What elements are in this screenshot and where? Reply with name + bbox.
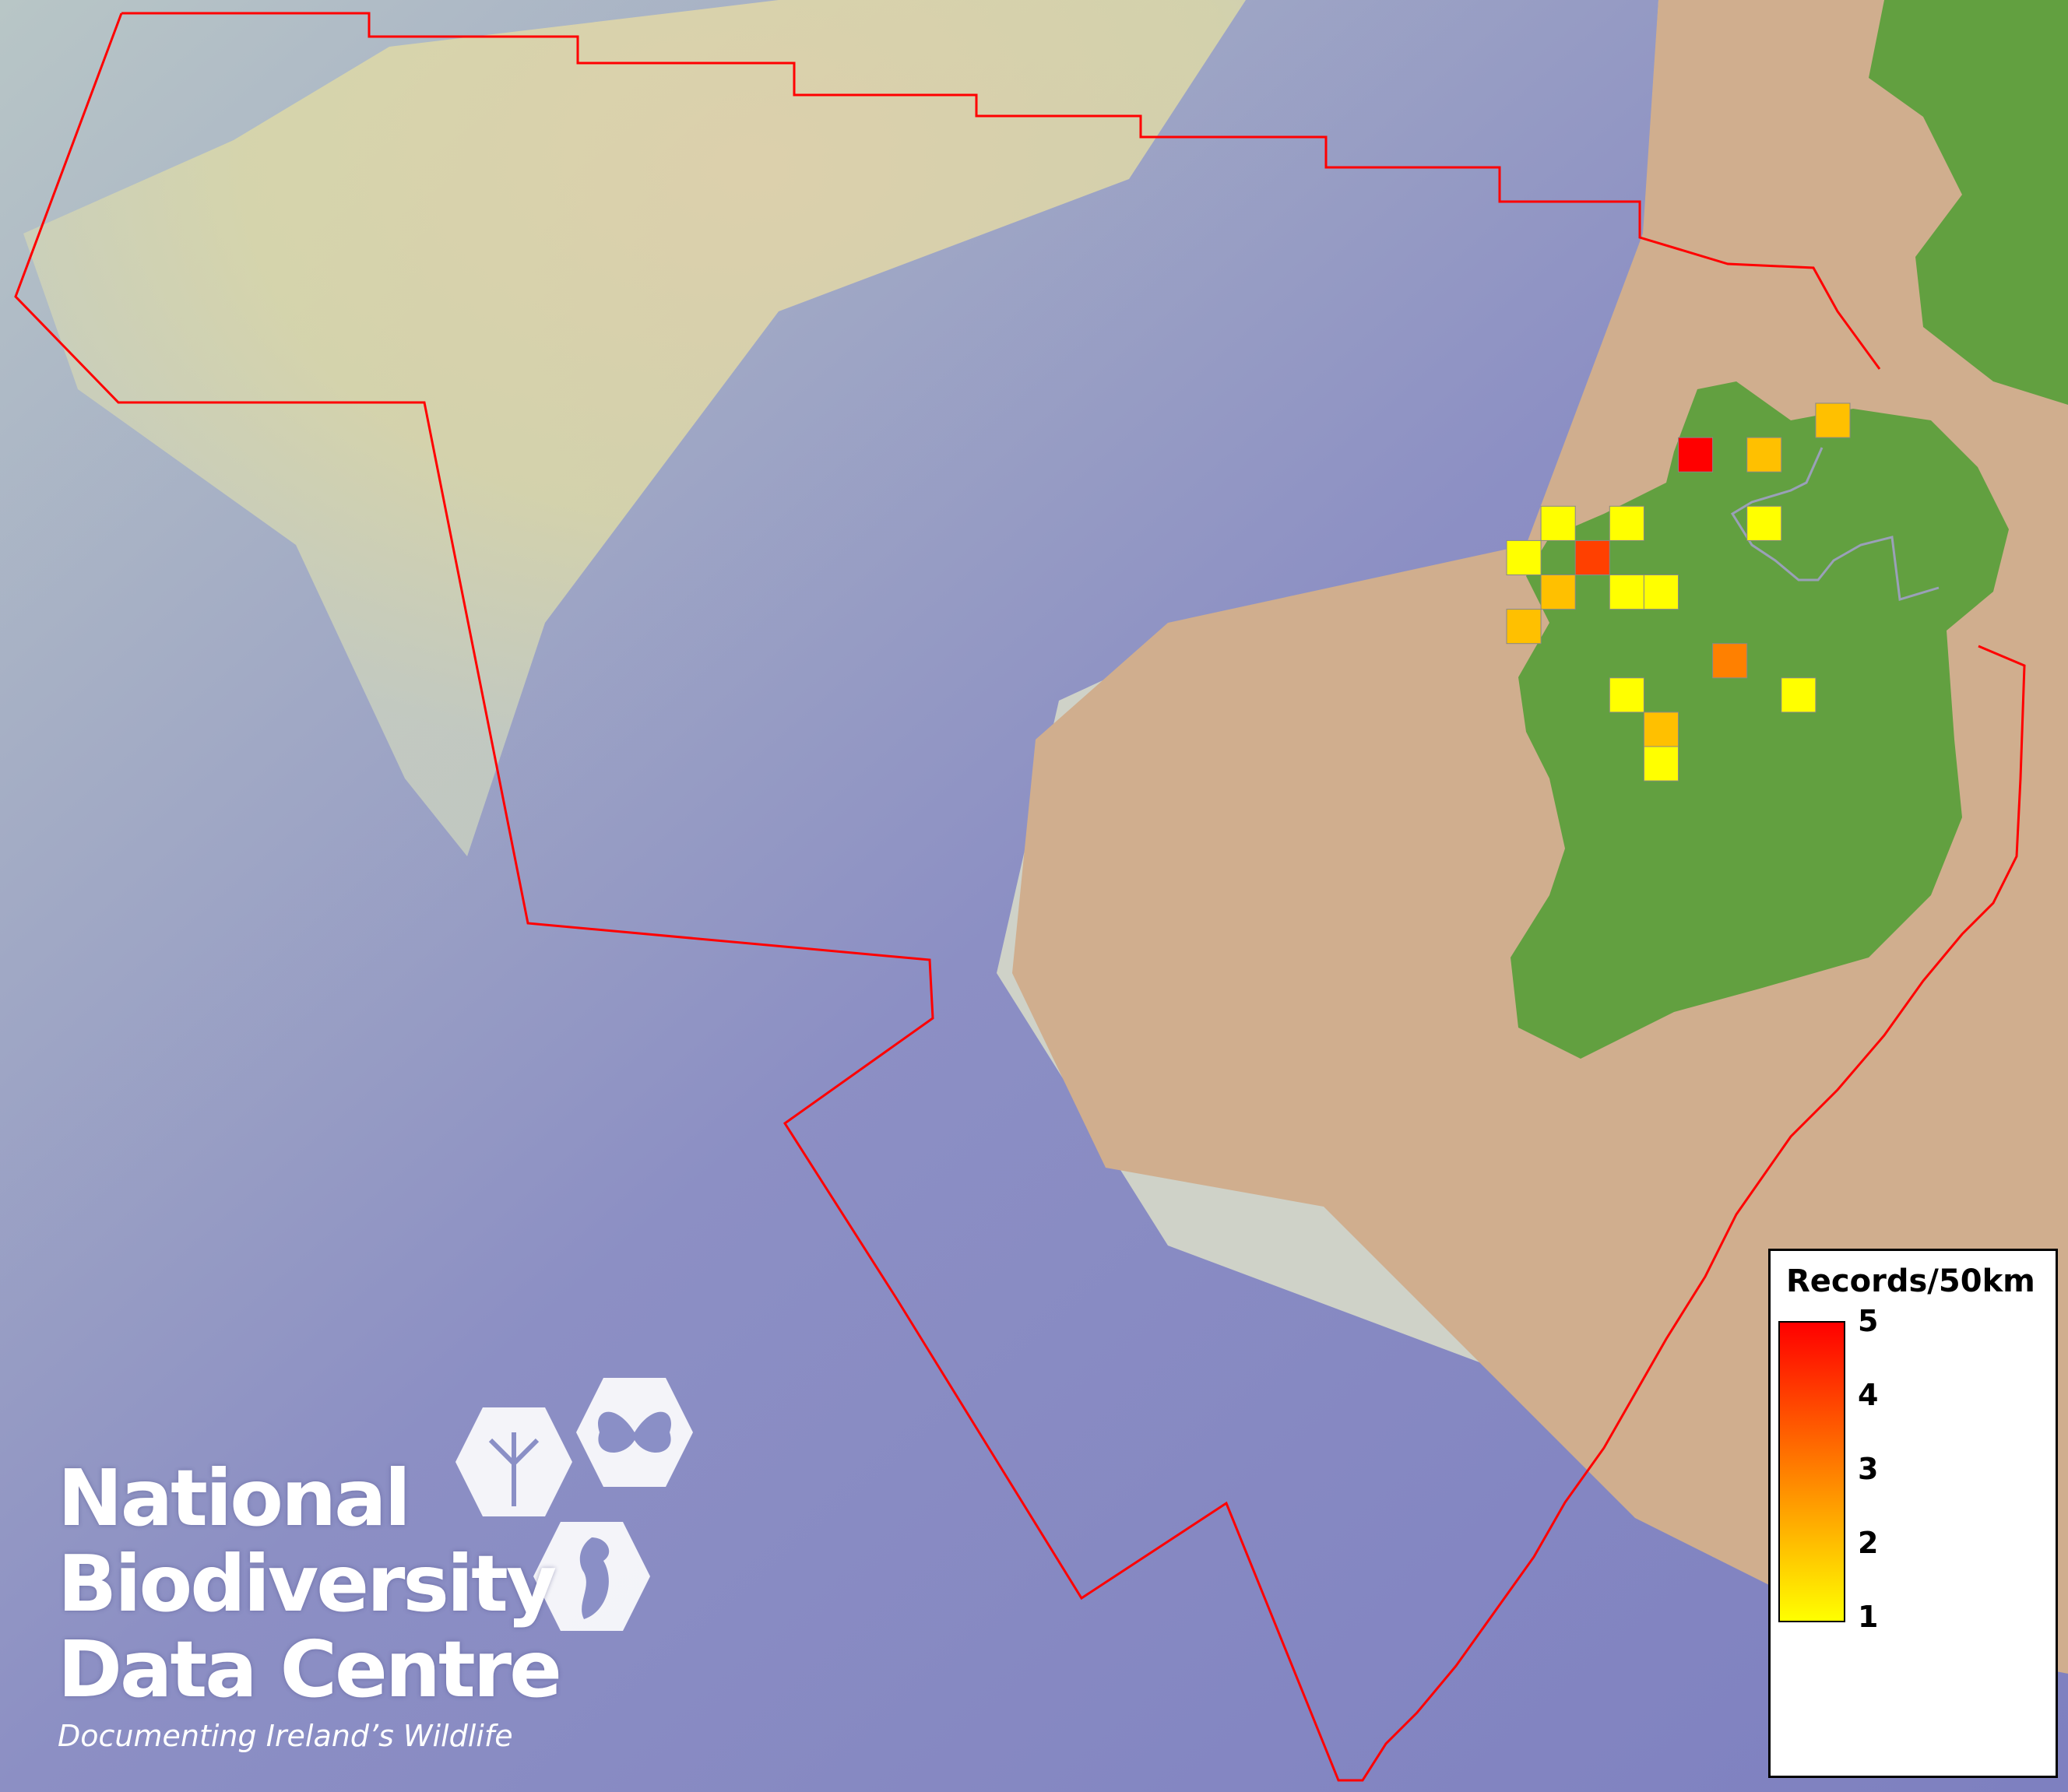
grid-cell-value-1: [1746, 505, 1782, 541]
grid-cell-value-1: [1643, 746, 1679, 782]
legend-color-ramp: [1778, 1321, 1845, 1622]
grid-cell-value-3: [1712, 643, 1748, 679]
scotland-land: [1869, 0, 2068, 405]
grid-cell-value-1: [1643, 574, 1679, 610]
grid-cell-value-5: [1678, 437, 1714, 473]
legend-tick-1: 1: [1858, 1600, 1879, 1634]
ireland-land: [1511, 381, 2009, 1059]
continental-shelf-north: [23, 0, 1246, 856]
logo-line-2: Biodiversity: [58, 1538, 557, 1629]
logo-tagline: Documenting Ireland’s Wildlife: [58, 1719, 513, 1753]
nbdc-logo: National Biodiversity Data Centre Docume…: [58, 1453, 562, 1754]
butterfly-icon: [598, 1411, 671, 1453]
logo-line-1: National: [58, 1453, 411, 1544]
grid-cell-value-4: [1574, 539, 1610, 576]
logo-hexagons: [455, 1378, 693, 1631]
grid-cell-value-1: [1781, 677, 1817, 713]
grid-cell-value-2: [1506, 609, 1542, 645]
seahorse-icon: [579, 1537, 610, 1619]
grid-cell-value-2: [1746, 437, 1782, 473]
grid-cell-value-2: [1815, 402, 1851, 438]
records-grid: [1506, 402, 1851, 782]
legend-title: Records/50km: [1786, 1263, 2035, 1299]
grid-cell-value-1: [1609, 574, 1644, 610]
logo-line-3: Data Centre: [58, 1624, 562, 1715]
legend-tick-3: 3: [1858, 1452, 1879, 1486]
grid-cell-value-1: [1609, 505, 1644, 541]
legend-tick-4: 4: [1858, 1378, 1879, 1412]
northern-ireland-border: [1730, 447, 1940, 601]
grid-cell-value-2: [1540, 574, 1576, 610]
legend-tick-2: 2: [1858, 1526, 1879, 1560]
grid-cell-value-1: [1506, 539, 1542, 576]
grid-cell-value-1: [1540, 505, 1576, 541]
grid-cell-value-2: [1643, 712, 1679, 747]
legend-tick-5: 5: [1858, 1304, 1879, 1338]
grid-cell-value-1: [1609, 677, 1644, 713]
tree-icon: [488, 1432, 540, 1506]
eez-boundary: [14, 12, 2026, 1782]
eez-boundary: [121, 12, 1881, 370]
map-legend: Records/50km 5 4 3 2 1: [1768, 1249, 2058, 1778]
